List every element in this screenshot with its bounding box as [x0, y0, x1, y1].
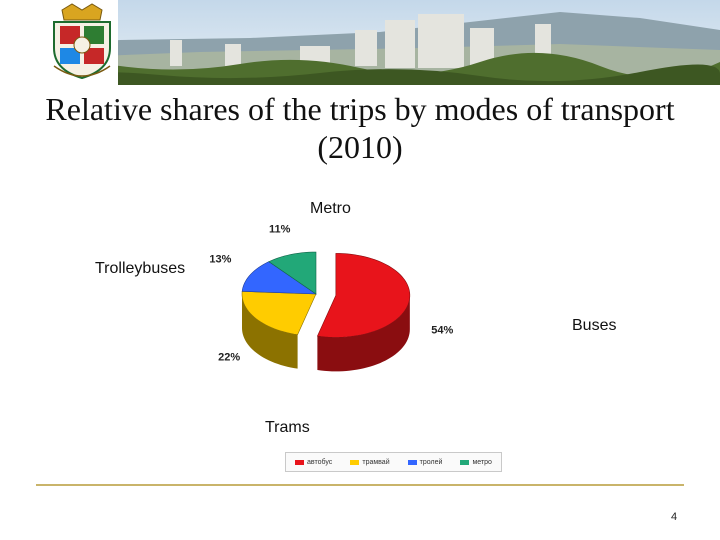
legend-item: метро — [460, 458, 492, 466]
legend-swatch — [350, 459, 360, 465]
page-number: 4 — [671, 511, 678, 523]
legend-item: тролей — [407, 458, 443, 466]
pie-slice-side-buses — [317, 295, 410, 372]
legend-item: трамвай — [350, 458, 390, 466]
value-label-buses: 54% — [431, 325, 453, 337]
footer-divider — [36, 484, 684, 486]
coat-of-arms-logo — [53, 3, 111, 80]
slide-title: Relative shares of the trips by modes of… — [45, 91, 675, 165]
category-label-buses: Buses — [572, 317, 617, 334]
legend-swatch — [295, 459, 305, 465]
category-label-trams: Trams — [265, 419, 310, 436]
pie-slice-trams — [241, 291, 317, 336]
category-label-metro: Metro — [310, 200, 351, 217]
legend-label: трамвай — [362, 458, 390, 466]
chart-legend: автобус трамвай тролей метро — [285, 452, 502, 472]
pie-slice-trolleybuses — [241, 261, 318, 295]
legend-swatch — [407, 459, 417, 465]
legend-label: тролей — [419, 458, 443, 466]
pie-slice-buses — [316, 253, 411, 338]
pie-slice-side-trams — [242, 294, 298, 369]
legend-item: автобус — [295, 459, 332, 466]
header-banner-photo — [0, 0, 720, 85]
value-label-metro: 11% — [269, 224, 291, 236]
pie-slice-metro — [268, 251, 317, 295]
legend-label: метро — [472, 458, 492, 466]
value-label-trams: 22% — [218, 351, 240, 363]
legend-swatch — [460, 459, 470, 465]
value-label-trolleybuses: 13% — [209, 253, 231, 265]
legend-label: автобус — [307, 458, 333, 466]
category-label-trolleybuses: Trolleybuses — [95, 260, 186, 277]
